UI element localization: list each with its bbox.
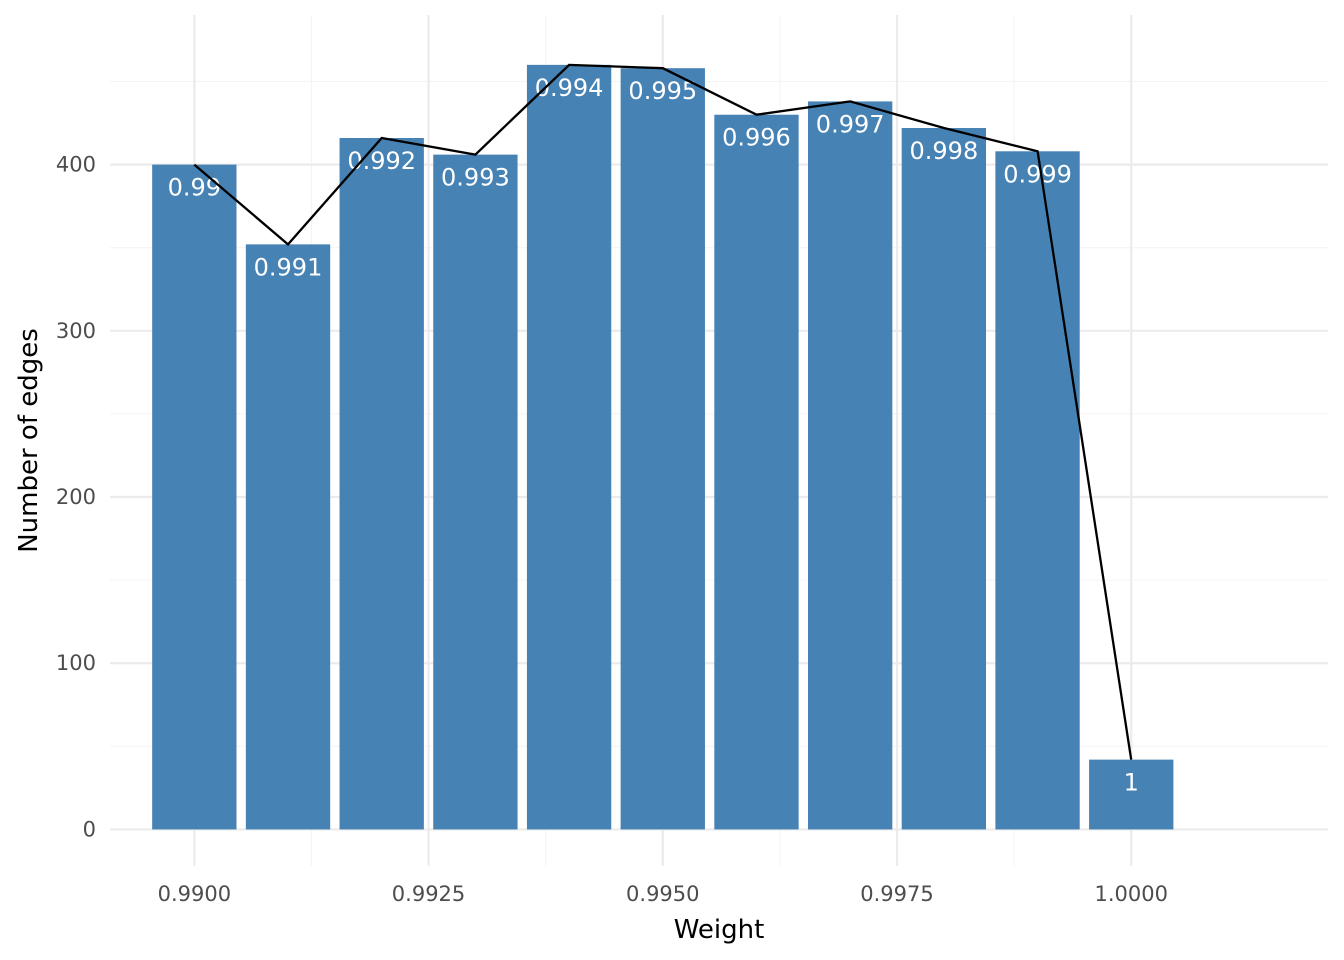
bar-value-label: 0.998 [910, 137, 979, 165]
bar-value-label: 0.995 [628, 77, 697, 105]
bar [995, 151, 1080, 830]
y-axis-tick-labels: 0 100 200 300 400 [56, 153, 96, 842]
bar [433, 154, 518, 830]
y-tick-label: 300 [56, 319, 96, 343]
bar [901, 128, 987, 830]
bar [808, 101, 893, 830]
bar-value-label: 0.992 [347, 147, 416, 175]
y-tick-label: 200 [56, 485, 96, 509]
x-tick-label: 0.9900 [158, 882, 231, 906]
y-tick-label: 400 [56, 153, 96, 177]
bar-value-label: 0.993 [441, 164, 510, 192]
y-tick-label: 0 [83, 817, 96, 841]
x-tick-label: 0.9975 [860, 882, 933, 906]
bar [1089, 759, 1174, 830]
bar [245, 244, 331, 830]
bars [152, 64, 1174, 830]
x-tick-label: 0.9950 [626, 882, 699, 906]
bar [152, 164, 237, 830]
x-axis-title: Weight [674, 915, 765, 945]
bar-value-label: 1 [1124, 769, 1139, 797]
x-axis-tick-labels: 0.9900 0.9925 0.9950 0.9975 1.0000 [158, 882, 1168, 906]
bar-value-label: 0.999 [1003, 160, 1072, 188]
bar [339, 137, 424, 830]
y-axis-title: Number of edges [14, 328, 44, 553]
bar [714, 114, 799, 830]
y-tick-label: 100 [56, 651, 96, 675]
x-tick-label: 1.0000 [1095, 882, 1168, 906]
bar [526, 64, 612, 830]
x-tick-label: 0.9925 [392, 882, 465, 906]
bar-value-label: 0.991 [254, 253, 323, 281]
bar-value-label: 0.997 [816, 110, 885, 138]
bar [620, 68, 705, 830]
bar-value-label: 0.99 [168, 174, 221, 202]
bar-value-label: 0.996 [722, 124, 791, 152]
overlay-line [193, 63, 1133, 760]
